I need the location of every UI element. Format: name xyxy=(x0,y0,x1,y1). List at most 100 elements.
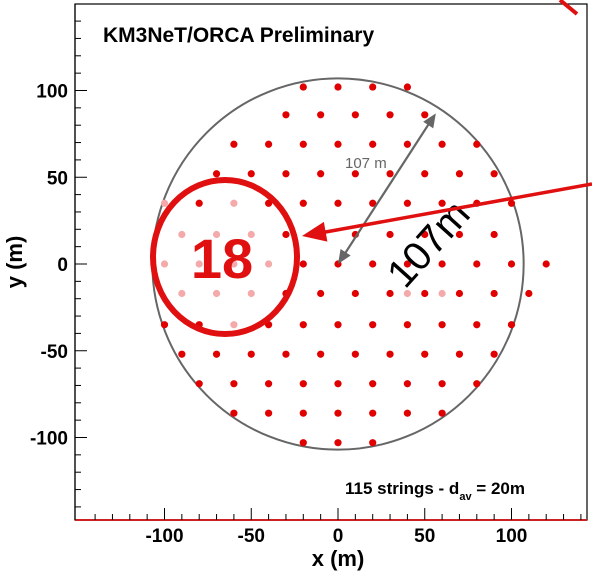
strings-info-subscript: av xyxy=(459,491,472,503)
radius-arrow-shaft xyxy=(343,121,431,256)
highlighted-string-point xyxy=(212,289,221,298)
string-point xyxy=(403,380,411,388)
string-point xyxy=(282,230,290,239)
string-point xyxy=(386,230,394,239)
string-point xyxy=(230,380,238,388)
highlighted-string-point xyxy=(247,230,255,239)
highlighted-string-point xyxy=(178,230,186,239)
string-point xyxy=(490,289,498,298)
y-tick-label: 0 xyxy=(57,255,68,276)
highlighted-string-point xyxy=(230,321,238,329)
string-point xyxy=(282,170,290,178)
string-point xyxy=(490,230,498,239)
y-tick-label: -50 xyxy=(41,342,68,363)
highlighted-string-point xyxy=(178,289,186,298)
string-point xyxy=(369,439,377,447)
string-point xyxy=(542,260,550,268)
string-point xyxy=(525,289,533,298)
string-point xyxy=(455,170,464,178)
string-point xyxy=(265,140,273,148)
radius-arrowhead-center xyxy=(338,248,351,264)
string-point xyxy=(282,111,290,119)
string-point xyxy=(195,380,203,388)
string-point xyxy=(334,409,342,417)
highlighted-string-point xyxy=(247,289,255,298)
pointer-arrowhead xyxy=(302,221,328,242)
highlighted-string-point xyxy=(230,199,238,207)
string-point xyxy=(317,289,325,298)
string-point xyxy=(334,199,342,207)
string-point xyxy=(299,321,307,329)
y-tick-label: -100 xyxy=(30,429,68,450)
string-point xyxy=(473,260,481,268)
string-point xyxy=(490,350,498,358)
x-tick-label: 0 xyxy=(333,526,344,547)
string-point xyxy=(490,170,498,178)
string-point xyxy=(421,111,429,119)
x-tick-label: 100 xyxy=(496,526,528,547)
string-point xyxy=(421,230,429,239)
string-point xyxy=(403,260,411,268)
string-point xyxy=(438,260,446,268)
string-point xyxy=(230,409,238,417)
string-point xyxy=(403,83,411,91)
string-point xyxy=(334,83,342,91)
string-point xyxy=(438,321,446,329)
string-point xyxy=(351,350,359,358)
highlight-ellipse xyxy=(150,177,300,337)
string-point xyxy=(299,380,307,388)
strings-info-tail: = 20m xyxy=(472,479,525,498)
string-point xyxy=(369,380,377,388)
x-tick-label: -100 xyxy=(145,526,183,547)
string-point xyxy=(265,199,273,207)
string-point xyxy=(265,409,273,417)
string-point xyxy=(403,140,411,148)
y-tick-label: 100 xyxy=(36,82,68,103)
string-point xyxy=(282,350,290,358)
radius-arrow xyxy=(338,113,436,264)
strings-info-main: 115 strings - d xyxy=(345,479,459,498)
x-tick-label: 50 xyxy=(414,526,435,547)
string-point xyxy=(212,170,221,178)
string-point xyxy=(386,289,394,298)
string-point xyxy=(386,111,394,119)
highlighted-string-point xyxy=(195,260,203,268)
highlighted-string-point xyxy=(160,199,169,207)
string-point xyxy=(334,380,342,388)
string-point xyxy=(438,199,446,207)
string-point xyxy=(421,289,429,298)
string-point xyxy=(507,199,516,207)
string-point xyxy=(351,170,359,178)
string-point xyxy=(317,170,325,178)
string-point xyxy=(334,321,342,329)
highlighted-string-point xyxy=(212,230,221,239)
string-point xyxy=(369,409,377,417)
string-point xyxy=(507,321,516,329)
chart-title: KM3NeT/ORCA Preliminary xyxy=(103,24,374,47)
string-point xyxy=(455,289,464,298)
pointer-arrow xyxy=(302,182,592,242)
string-point xyxy=(212,350,221,358)
x-axis-label: x (m) xyxy=(312,546,365,571)
string-point xyxy=(351,111,359,119)
string-point xyxy=(351,289,359,298)
string-point xyxy=(299,260,307,268)
radius-arrowhead-outer xyxy=(423,113,436,129)
highlighted-string-point xyxy=(265,260,273,268)
y-tick-label: 50 xyxy=(47,168,68,189)
string-point xyxy=(299,409,307,417)
string-point xyxy=(299,140,307,148)
highlighted-string-point xyxy=(160,260,169,268)
string-point xyxy=(195,199,203,207)
string-point xyxy=(421,170,429,178)
string-point xyxy=(438,140,446,148)
string-point xyxy=(369,260,377,268)
highlighted-string-point xyxy=(438,289,446,298)
string-point xyxy=(386,170,394,178)
string-point xyxy=(473,380,481,388)
string-point xyxy=(230,140,238,148)
string-point xyxy=(178,350,186,358)
x-tick-label: -50 xyxy=(238,526,265,547)
pointer-arrow-shaft xyxy=(319,182,592,235)
string-point xyxy=(334,140,342,148)
